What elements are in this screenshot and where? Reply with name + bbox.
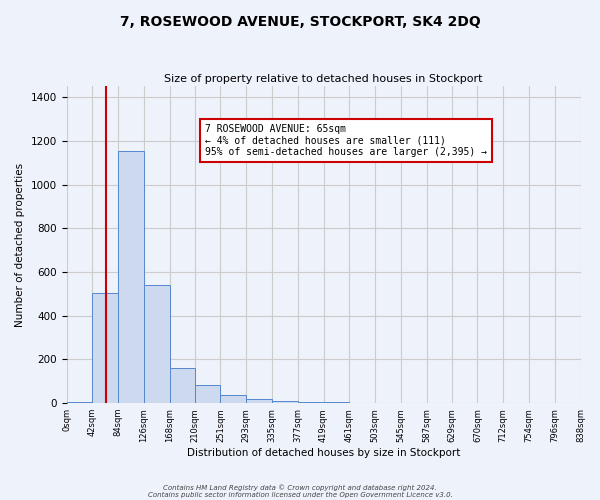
Bar bbox=[118, 150, 144, 403]
Bar bbox=[272, 401, 298, 403]
Y-axis label: Number of detached properties: Number of detached properties bbox=[15, 162, 25, 326]
Bar bbox=[220, 396, 246, 403]
Bar bbox=[323, 402, 349, 403]
Text: Contains HM Land Registry data © Crown copyright and database right 2024.
Contai: Contains HM Land Registry data © Crown c… bbox=[148, 484, 452, 498]
Bar bbox=[196, 385, 220, 403]
Title: Size of property relative to detached houses in Stockport: Size of property relative to detached ho… bbox=[164, 74, 483, 84]
Text: 7, ROSEWOOD AVENUE, STOCKPORT, SK4 2DQ: 7, ROSEWOOD AVENUE, STOCKPORT, SK4 2DQ bbox=[119, 15, 481, 29]
Text: 7 ROSEWOOD AVENUE: 65sqm
← 4% of detached houses are smaller (111)
95% of semi-d: 7 ROSEWOOD AVENUE: 65sqm ← 4% of detache… bbox=[205, 124, 487, 158]
Bar bbox=[67, 402, 92, 403]
Bar bbox=[170, 368, 196, 403]
Bar bbox=[246, 398, 272, 403]
Bar bbox=[298, 402, 323, 403]
Bar bbox=[92, 292, 118, 403]
Bar bbox=[144, 285, 170, 403]
X-axis label: Distribution of detached houses by size in Stockport: Distribution of detached houses by size … bbox=[187, 448, 460, 458]
